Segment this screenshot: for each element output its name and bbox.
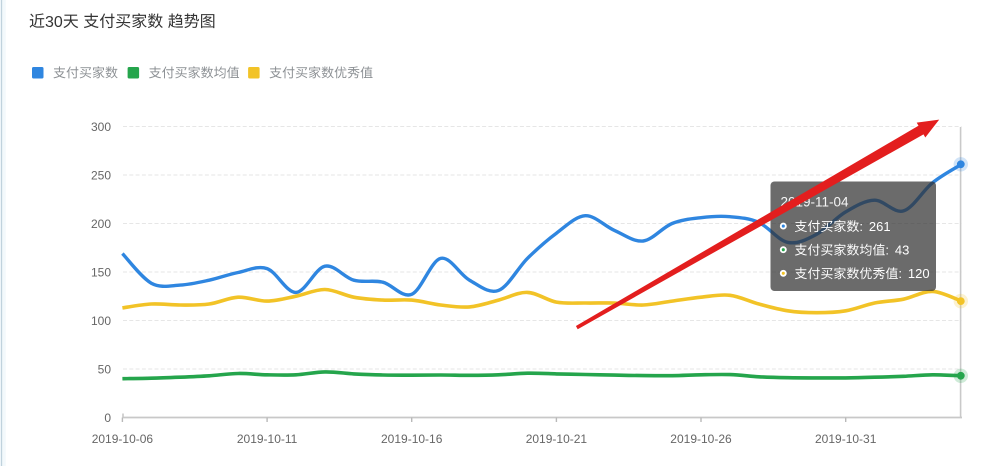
svg-text:0: 0 — [104, 411, 111, 425]
svg-text::: : — [898, 266, 902, 281]
svg-text:261: 261 — [869, 219, 891, 234]
svg-text:2019-10-06: 2019-10-06 — [92, 432, 154, 446]
svg-text:2019-10-31: 2019-10-31 — [815, 432, 877, 446]
svg-text::: : — [859, 219, 863, 234]
svg-text::: : — [885, 243, 889, 258]
svg-text:30: 30 — [45, 14, 63, 31]
svg-text:2019-10-16: 2019-10-16 — [381, 432, 443, 446]
svg-text:2019-10-26: 2019-10-26 — [670, 432, 732, 446]
svg-text:250: 250 — [91, 168, 111, 182]
svg-text:2019-10-11: 2019-10-11 — [237, 432, 298, 446]
svg-text:150: 150 — [91, 265, 111, 279]
svg-text:120: 120 — [908, 266, 930, 281]
svg-text:200: 200 — [91, 217, 111, 231]
svg-text:50: 50 — [98, 362, 112, 376]
svg-text:2019-10-21: 2019-10-21 — [526, 432, 588, 446]
svg-text:300: 300 — [91, 120, 111, 134]
svg-text:100: 100 — [91, 314, 111, 328]
svg-text:43: 43 — [895, 243, 909, 258]
